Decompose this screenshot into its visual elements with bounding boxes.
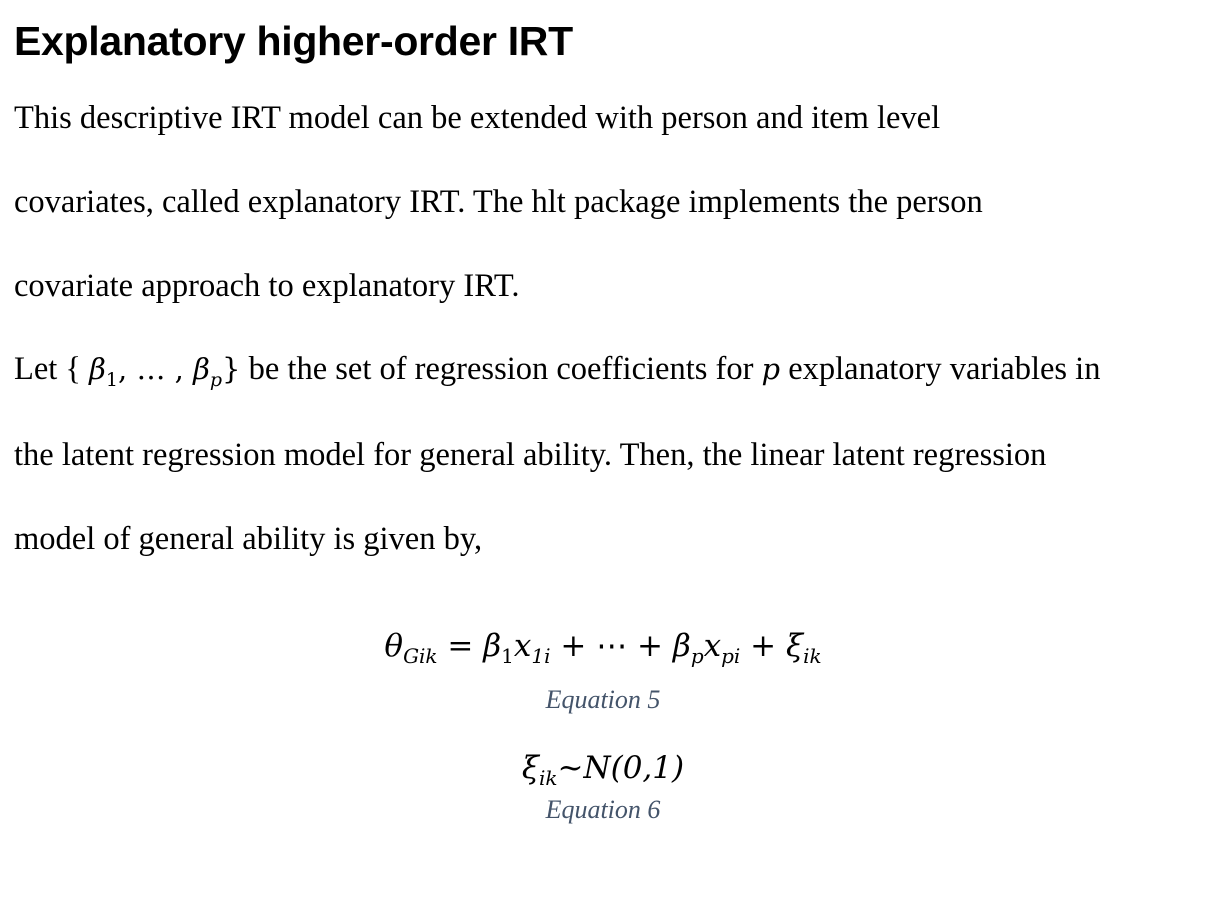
paragraph-line: covariate approach to explanatory IRT.	[14, 268, 520, 304]
equation-5: θGik = β1x1i + ⋯ + βpxpi + ξik	[384, 628, 822, 669]
text: explanatory variables in	[780, 351, 1101, 387]
paragraph-line: the latent regression model for general …	[14, 437, 1047, 473]
paragraph-line-with-math: Let { β1, … , βp} be the set of regressi…	[14, 351, 1100, 391]
paragraph-line: model of general ability is given by,	[14, 521, 483, 557]
equation-6: ξik~N(0,1)	[521, 750, 685, 791]
paragraph-line: covariates, called explanatory IRT. The …	[14, 184, 983, 220]
coefficient-set-math: β1, … , βp}	[89, 352, 241, 391]
section-heading: Explanatory higher-order IRT	[14, 18, 573, 64]
text: Let {	[14, 351, 90, 387]
equation-5-caption: Equation 5	[545, 685, 661, 714]
paragraph-line: This descriptive IRT model can be extend…	[14, 100, 941, 136]
equation-6-caption: Equation 6	[545, 795, 661, 824]
text: be the set of regression coefficients fo…	[240, 351, 762, 387]
p-variable: p	[761, 352, 781, 386]
